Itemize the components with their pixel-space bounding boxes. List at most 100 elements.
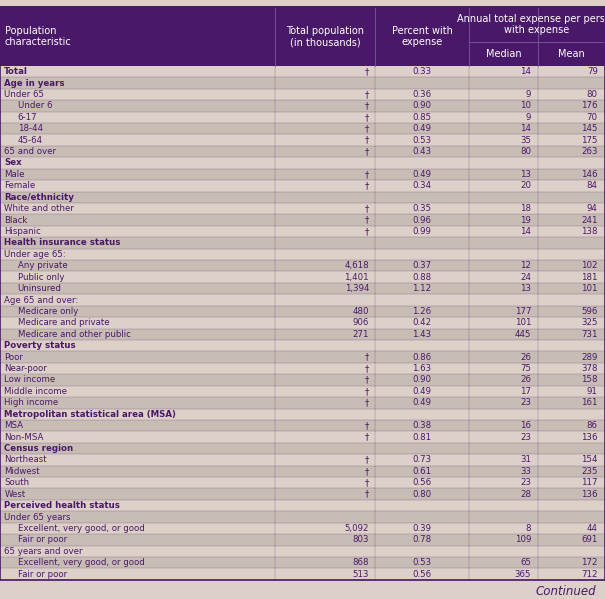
Text: High income: High income <box>4 398 59 407</box>
Text: 80: 80 <box>520 147 531 156</box>
Bar <box>0 89 605 100</box>
Text: 0.85: 0.85 <box>413 113 431 122</box>
Bar <box>0 523 605 534</box>
Text: 12: 12 <box>520 261 531 270</box>
Text: †: † <box>365 478 369 487</box>
Bar <box>0 557 605 568</box>
Text: 181: 181 <box>581 273 598 282</box>
Bar <box>0 363 605 374</box>
Text: 0.56: 0.56 <box>413 478 431 487</box>
Text: 33: 33 <box>520 467 531 476</box>
Text: 65 years and over: 65 years and over <box>4 547 83 556</box>
Text: 158: 158 <box>581 376 598 385</box>
Text: 0.38: 0.38 <box>413 421 431 430</box>
Text: Uninsured: Uninsured <box>18 284 62 293</box>
Text: 906: 906 <box>353 318 369 328</box>
Text: †: † <box>365 204 369 213</box>
Bar <box>0 111 605 123</box>
Text: †: † <box>365 170 369 179</box>
Bar <box>0 534 605 546</box>
Text: 161: 161 <box>581 398 598 407</box>
Bar <box>0 158 605 169</box>
Text: Continued: Continued <box>535 585 596 598</box>
Bar <box>0 386 605 397</box>
Text: †: † <box>365 216 369 225</box>
Text: 803: 803 <box>353 536 369 544</box>
Text: 6-17: 6-17 <box>18 113 37 122</box>
Text: 9: 9 <box>526 113 531 122</box>
Text: †: † <box>365 124 369 133</box>
Text: 177: 177 <box>515 307 531 316</box>
Bar <box>0 226 605 237</box>
Bar <box>0 123 605 134</box>
Text: †: † <box>365 489 369 499</box>
Text: Sex: Sex <box>4 159 22 168</box>
Text: 691: 691 <box>581 536 598 544</box>
Text: 4,618: 4,618 <box>344 261 369 270</box>
Text: 80: 80 <box>587 90 598 99</box>
Text: 0.78: 0.78 <box>413 536 431 544</box>
Text: 0.99: 0.99 <box>413 227 431 236</box>
Text: 145: 145 <box>581 124 598 133</box>
Text: 175: 175 <box>581 135 598 144</box>
Bar <box>0 420 605 431</box>
Text: 289: 289 <box>581 353 598 362</box>
Text: 0.73: 0.73 <box>413 455 431 464</box>
Bar <box>0 397 605 409</box>
Text: Metropolitan statistical area (MSA): Metropolitan statistical area (MSA) <box>4 410 176 419</box>
Text: 0.90: 0.90 <box>413 101 431 110</box>
Bar <box>0 409 605 420</box>
Text: Female: Female <box>4 181 36 190</box>
Text: 136: 136 <box>581 432 598 441</box>
Text: 0.53: 0.53 <box>413 558 431 567</box>
Text: 1.12: 1.12 <box>413 284 431 293</box>
Text: Census region: Census region <box>4 444 73 453</box>
Text: 445: 445 <box>515 330 531 339</box>
Text: 65 and over: 65 and over <box>4 147 56 156</box>
Text: Age 65 and over:: Age 65 and over: <box>4 295 79 304</box>
Text: †: † <box>365 376 369 385</box>
Bar <box>0 477 605 488</box>
Text: 0.37: 0.37 <box>413 261 431 270</box>
Text: Medicare and other public: Medicare and other public <box>18 330 131 339</box>
Text: 1.63: 1.63 <box>413 364 431 373</box>
Text: †: † <box>365 147 369 156</box>
Bar <box>0 237 605 249</box>
Text: 0.53: 0.53 <box>413 135 431 144</box>
Text: Median: Median <box>486 49 522 59</box>
Text: 235: 235 <box>581 467 598 476</box>
Text: Age in years: Age in years <box>4 78 65 87</box>
Text: 0.35: 0.35 <box>413 204 431 213</box>
Text: Black: Black <box>4 216 28 225</box>
Bar <box>0 77 605 89</box>
Text: 0.96: 0.96 <box>413 216 431 225</box>
Text: Excellent, very good, or good: Excellent, very good, or good <box>18 558 145 567</box>
Text: 241: 241 <box>581 216 598 225</box>
Text: Male: Male <box>4 170 25 179</box>
Text: 109: 109 <box>515 536 531 544</box>
Bar <box>0 134 605 146</box>
Text: 84: 84 <box>587 181 598 190</box>
Text: Any private: Any private <box>18 261 67 270</box>
Text: 0.39: 0.39 <box>413 524 431 533</box>
Text: 0.88: 0.88 <box>413 273 431 282</box>
Text: 14: 14 <box>520 227 531 236</box>
Text: 23: 23 <box>520 432 531 441</box>
Text: 0.90: 0.90 <box>413 376 431 385</box>
Bar <box>0 352 605 363</box>
Bar <box>0 568 605 580</box>
Bar <box>0 271 605 283</box>
Text: 0.86: 0.86 <box>413 353 431 362</box>
Text: Near-poor: Near-poor <box>4 364 47 373</box>
Bar <box>0 214 605 226</box>
Text: 0.80: 0.80 <box>413 489 431 499</box>
Text: †: † <box>365 398 369 407</box>
Text: 271: 271 <box>353 330 369 339</box>
Text: 17: 17 <box>520 387 531 396</box>
Text: 0.56: 0.56 <box>413 570 431 579</box>
Text: 1,394: 1,394 <box>345 284 369 293</box>
Text: 13: 13 <box>520 284 531 293</box>
Text: 480: 480 <box>353 307 369 316</box>
Text: 365: 365 <box>515 570 531 579</box>
Text: 14: 14 <box>520 124 531 133</box>
